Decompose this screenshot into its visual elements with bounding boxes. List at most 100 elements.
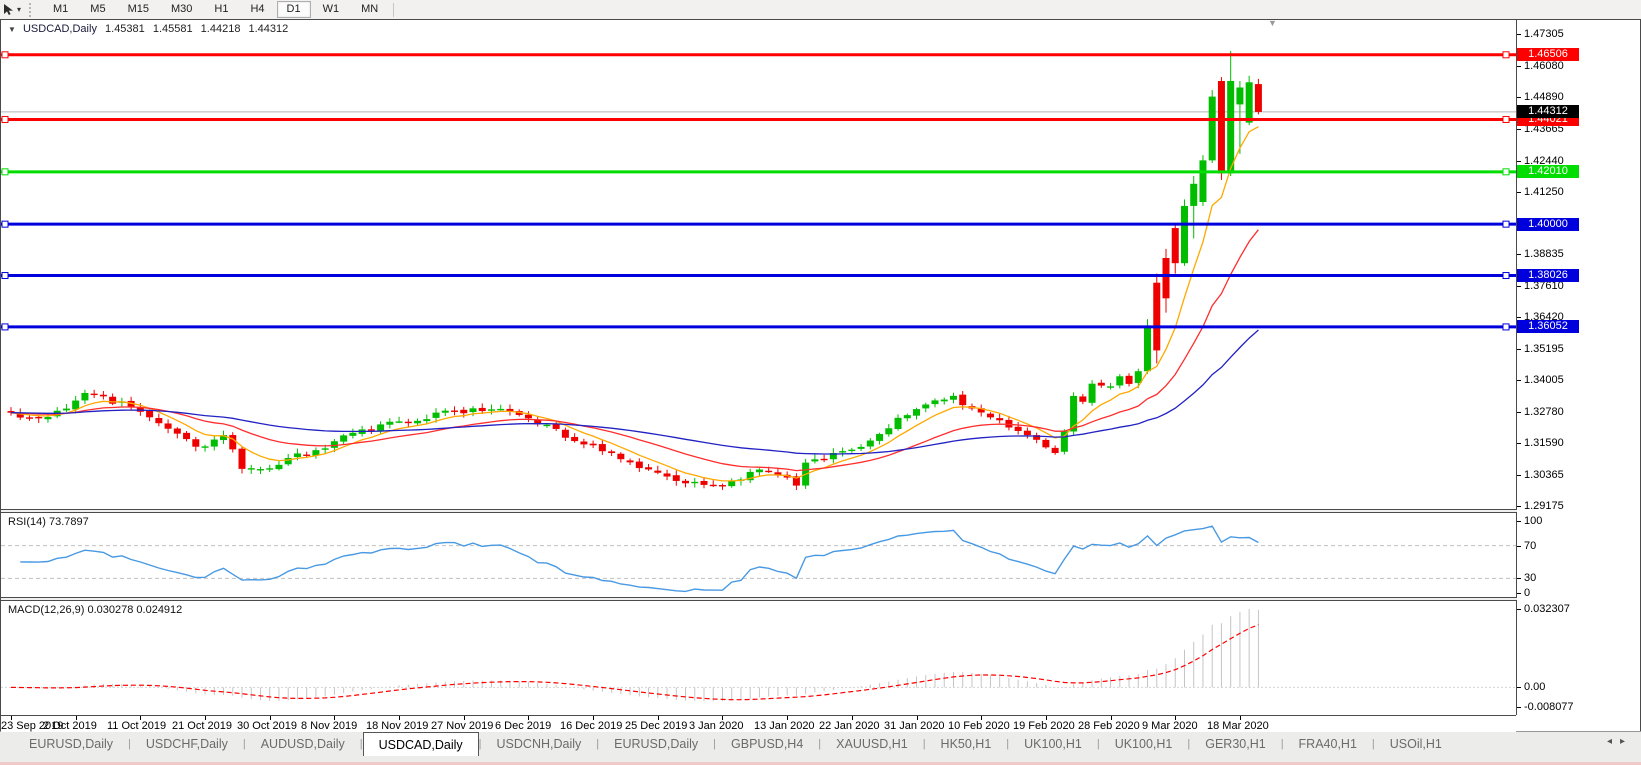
candle-bullish[interactable]: [894, 417, 902, 430]
price-level-badge[interactable]: 1.42010: [1517, 165, 1579, 178]
candle-bullish[interactable]: [1116, 376, 1124, 386]
price-level-badge[interactable]: 1.46506: [1517, 48, 1579, 61]
candle-bullish[interactable]: [220, 435, 228, 441]
level-handle[interactable]: [1, 168, 9, 176]
candle-bearish[interactable]: [774, 472, 782, 476]
candle-bearish[interactable]: [959, 394, 967, 406]
price-level-badge[interactable]: 1.40000: [1517, 218, 1579, 231]
candle-bearish[interactable]: [552, 423, 560, 429]
candle-bearish[interactable]: [709, 484, 717, 487]
timeframe-button-d1[interactable]: D1: [276, 1, 311, 18]
chart-collapse-icon[interactable]: ▼: [8, 25, 16, 34]
candle-bullish[interactable]: [1144, 326, 1152, 372]
candle-bullish[interactable]: [839, 451, 847, 453]
candle-bearish[interactable]: [617, 453, 625, 460]
timeframe-button-w1[interactable]: W1: [322, 3, 340, 15]
candle-bearish[interactable]: [1005, 419, 1013, 428]
candle-bearish[interactable]: [16, 412, 24, 418]
candle-bearish[interactable]: [183, 432, 191, 440]
candle-bullish[interactable]: [1134, 371, 1142, 383]
level-handle[interactable]: [1502, 168, 1510, 176]
candle-bullish[interactable]: [330, 441, 338, 448]
candle-bullish[interactable]: [885, 428, 893, 435]
candle-bearish[interactable]: [146, 410, 154, 418]
candle-bearish[interactable]: [238, 448, 246, 469]
level-handle[interactable]: [1, 272, 9, 280]
candle-bearish[interactable]: [1153, 282, 1161, 351]
price-level-badge[interactable]: 1.38026: [1517, 269, 1579, 282]
candle-bullish[interactable]: [1245, 82, 1253, 123]
candle-bearish[interactable]: [608, 451, 616, 454]
candle-bullish[interactable]: [848, 449, 856, 452]
candle-bearish[interactable]: [506, 408, 514, 412]
chart-tab-xauusd-7[interactable]: XAUUSD,H1: [836, 737, 908, 751]
candle-bullish[interactable]: [1199, 160, 1207, 203]
candle-bullish[interactable]: [414, 420, 422, 424]
candle-bullish[interactable]: [487, 409, 495, 411]
candle-bullish[interactable]: [377, 424, 385, 432]
candle-bearish[interactable]: [645, 467, 653, 470]
candle-bullish[interactable]: [386, 421, 394, 425]
candle-bullish[interactable]: [469, 408, 477, 413]
chart-tab-eurusd-0[interactable]: EURUSD,Daily: [29, 737, 114, 751]
candle-bearish[interactable]: [1162, 257, 1170, 299]
time-axis[interactable]: 23 Sep 2019 2 Oct 2019 11 Oct 2019 21 Oct 2…: [1, 715, 1516, 732]
candle-bearish[interactable]: [682, 480, 690, 484]
pane-splitter[interactable]: [1, 509, 1640, 513]
crosshair-tool-button[interactable]: ▾: [0, 0, 27, 19]
candle-bullish[interactable]: [922, 404, 930, 409]
candle-bearish[interactable]: [99, 394, 107, 397]
candle-bearish[interactable]: [404, 421, 412, 424]
candle-bullish[interactable]: [247, 468, 255, 470]
price-axis[interactable]: 1.47305 1.46080 1.44890 1.43665 1.42440 1.412…: [1517, 20, 1640, 715]
candle-bearish[interactable]: [90, 393, 98, 396]
candle-bullish[interactable]: [210, 439, 218, 447]
candle-bullish[interactable]: [62, 408, 70, 411]
candle-bearish[interactable]: [1217, 80, 1225, 174]
level-handle[interactable]: [1, 51, 9, 59]
timeframe-button-mn[interactable]: MN: [361, 3, 379, 15]
candle-bearish[interactable]: [589, 443, 597, 446]
chart-tab-ger30-11[interactable]: GER30,H1: [1205, 737, 1266, 751]
candle-bullish[interactable]: [755, 469, 763, 473]
candle-bearish[interactable]: [654, 470, 662, 473]
candle-bearish[interactable]: [820, 458, 828, 461]
tab-scroll-right-icon[interactable]: ▸: [1619, 736, 1633, 747]
candle-bullish[interactable]: [1088, 383, 1096, 403]
candle-bearish[interactable]: [229, 435, 237, 450]
candle-bullish[interactable]: [829, 453, 837, 460]
candle-bearish[interactable]: [672, 475, 680, 481]
candle-bearish[interactable]: [192, 439, 200, 447]
level-handle[interactable]: [1502, 115, 1510, 123]
candle-bearish[interactable]: [765, 470, 773, 473]
candle-bearish[interactable]: [792, 476, 800, 486]
chart-tab-usdchf-1[interactable]: USDCHF,Daily: [145, 737, 228, 751]
candle-bearish[interactable]: [996, 418, 1004, 421]
candle-bearish[interactable]: [367, 429, 375, 431]
timeframe-button-m1[interactable]: M1: [53, 3, 69, 15]
candle-bullish[interactable]: [340, 435, 348, 442]
candle-bearish[interactable]: [35, 416, 43, 419]
candle-bullish[interactable]: [691, 481, 699, 484]
candle-bearish[interactable]: [1033, 435, 1041, 440]
candle-bullish[interactable]: [312, 450, 320, 456]
candle-bearish[interactable]: [155, 418, 163, 424]
candle-bullish[interactable]: [543, 424, 551, 427]
candle-bullish[interactable]: [432, 412, 440, 418]
candle-bearish[interactable]: [136, 407, 144, 412]
candle-bullish[interactable]: [1236, 87, 1244, 105]
candle-bullish[interactable]: [81, 392, 89, 401]
timeframe-button-m5[interactable]: M5: [90, 3, 106, 15]
candle-bullish[interactable]: [1070, 395, 1078, 432]
candle-bearish[interactable]: [635, 461, 643, 469]
candle-bullish[interactable]: [441, 410, 449, 413]
chart-tab-uk100-10[interactable]: UK100,H1: [1114, 737, 1173, 751]
chart-tab-usdcnh-4[interactable]: USDCNH,Daily: [496, 737, 582, 751]
candle-bullish[interactable]: [1060, 431, 1068, 452]
tool-dropdown-caret-icon[interactable]: ▾: [17, 5, 22, 14]
candle-bullish[interactable]: [1227, 80, 1235, 174]
candle-bearish[interactable]: [524, 414, 532, 419]
candle-bullish[interactable]: [44, 417, 52, 420]
candle-bullish[interactable]: [321, 448, 329, 450]
level-handle[interactable]: [1, 115, 9, 123]
